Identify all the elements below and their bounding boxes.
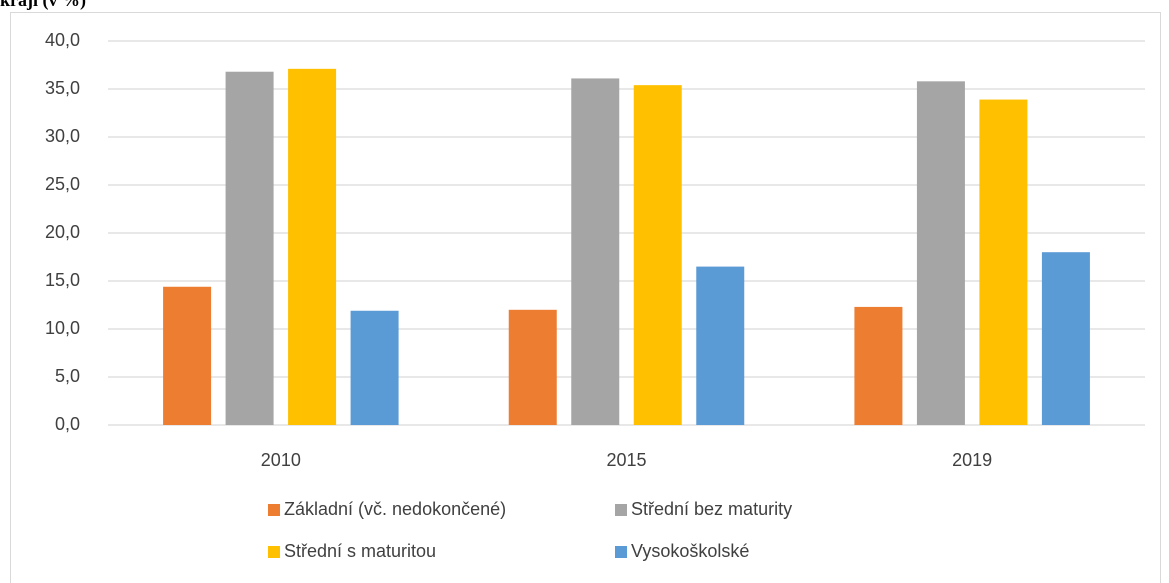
legend-swatch (268, 504, 280, 516)
y-tick-label: 15,0 (45, 270, 80, 290)
bar (571, 78, 620, 425)
bar (163, 286, 212, 425)
legend-label: Střední s maturitou (284, 541, 436, 561)
bar (854, 306, 903, 425)
x-tick-label: 2010 (261, 450, 301, 470)
legend-label: Vysokoškolské (631, 541, 749, 561)
bar (979, 99, 1028, 425)
y-tick-label: 10,0 (45, 318, 80, 338)
bar (696, 266, 745, 425)
chart-title: kraji (v %) (0, 0, 86, 11)
legend-label: Základní (vč. nedokončené) (284, 499, 506, 519)
legend-label: Střední bez maturity (631, 499, 792, 519)
y-tick-label: 25,0 (45, 174, 80, 194)
bar (225, 71, 274, 425)
y-tick-label: 35,0 (45, 78, 80, 98)
bar (1041, 252, 1090, 425)
legend-swatch (615, 546, 627, 558)
x-tick-label: 2019 (952, 450, 992, 470)
bar (508, 309, 557, 425)
y-tick-label: 40,0 (45, 30, 80, 50)
y-tick-label: 30,0 (45, 126, 80, 146)
y-tick-label: 0,0 (55, 414, 80, 434)
legend-swatch (615, 504, 627, 516)
bar (288, 68, 337, 425)
bar (916, 81, 965, 425)
y-tick-label: 20,0 (45, 222, 80, 242)
bar (350, 310, 399, 425)
legend-swatch (268, 546, 280, 558)
bar (633, 85, 682, 425)
x-tick-label: 2015 (606, 450, 646, 470)
y-tick-label: 5,0 (55, 366, 80, 386)
